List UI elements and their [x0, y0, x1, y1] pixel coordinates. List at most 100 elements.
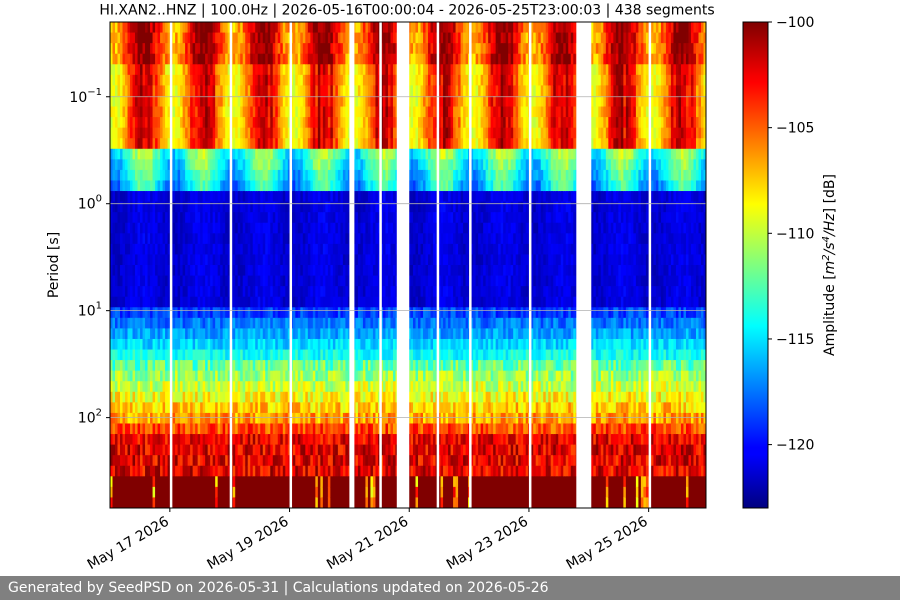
- spectrogram-cell: [180, 307, 184, 319]
- spectrogram-cell: [132, 328, 136, 340]
- spectrogram-cell: [122, 286, 126, 298]
- spectrogram-cell: [142, 117, 146, 129]
- spectrogram-cell: [157, 275, 161, 287]
- spectrogram-cell: [185, 465, 189, 477]
- spectrogram-cell: [130, 222, 134, 234]
- spectrogram-cell: [152, 74, 156, 86]
- spectrogram-cell: [162, 423, 166, 435]
- spectrogram-cell: [150, 148, 154, 160]
- spectrogram-cell: [182, 222, 186, 234]
- spectrogram-cell: [180, 412, 184, 425]
- spectrogram-cell: [115, 296, 119, 308]
- spectrogram-cell: [112, 349, 116, 361]
- spectrogram-cell: [152, 106, 156, 118]
- spectrogram-cell: [175, 391, 179, 403]
- spectrogram-cell: [127, 159, 131, 171]
- spectrogram-cell: [122, 455, 126, 467]
- spectrogram-cell: [152, 497, 156, 508]
- spectrogram-cell: [177, 265, 181, 277]
- spectrogram-cell: [190, 497, 194, 508]
- spectrogram-cell: [122, 412, 126, 425]
- spectrogram-cell: [142, 360, 146, 372]
- spectrogram-cell: [155, 95, 159, 108]
- spectrogram-cell: [137, 391, 141, 403]
- spectrogram-cell: [160, 338, 164, 351]
- spectrogram-cell: [185, 286, 189, 298]
- spectrogram-cell: [150, 95, 154, 108]
- spectrogram-cell: [115, 233, 119, 245]
- spectrogram-cell: [152, 486, 156, 499]
- spectrogram-cell: [115, 486, 119, 499]
- spectrogram-cell: [110, 423, 114, 435]
- spectrogram-cell: [137, 360, 141, 372]
- spectrogram-cell: [175, 64, 179, 76]
- spectrogram-cell: [150, 381, 154, 393]
- spectrogram-cell: [185, 74, 189, 86]
- spectrogram-cell: [120, 127, 124, 139]
- spectrogram-cell: [117, 22, 121, 34]
- spectrogram-cell: [140, 243, 144, 256]
- spectrogram-cell: [172, 138, 176, 150]
- spectrogram-cell: [120, 402, 124, 414]
- spectrogram-cell: [132, 127, 136, 139]
- spectrogram-cell: [120, 286, 124, 298]
- spectrogram-cell: [120, 497, 124, 508]
- spectrogram-cell: [150, 222, 154, 234]
- spectrogram-cell: [135, 254, 139, 266]
- spectrogram-cell: [125, 275, 129, 287]
- spectrogram-cell: [117, 127, 121, 139]
- spectrogram-cell: [187, 317, 191, 329]
- spectrogram-cell: [145, 22, 149, 34]
- spectrogram-cell: [157, 148, 161, 160]
- spectrogram-cell: [115, 222, 119, 234]
- spectrogram-cell: [110, 370, 114, 382]
- spectrogram-cell: [177, 222, 181, 234]
- spectrogram-cell: [147, 117, 151, 129]
- spectrogram-cell: [130, 412, 134, 425]
- spectrogram-cell: [142, 254, 146, 266]
- spectrogram-cell: [130, 381, 134, 393]
- spectrogram-cell: [162, 317, 166, 329]
- spectrogram-cell: [127, 201, 131, 213]
- spectrogram-cell: [120, 43, 124, 55]
- spectrogram-cell: [145, 191, 149, 203]
- spectrogram-cell: [190, 233, 194, 245]
- spectrogram-cell: [167, 169, 171, 182]
- spectrogram-cell: [167, 402, 171, 414]
- spectrogram-cell: [172, 455, 176, 467]
- spectrogram-cell: [112, 465, 116, 477]
- spectrogram-cell: [120, 233, 124, 245]
- spectrogram-cell: [165, 212, 169, 224]
- spectrogram-cell: [155, 434, 159, 446]
- spectrogram-cell: [130, 317, 134, 329]
- spectrogram-cell: [145, 159, 149, 171]
- spectrogram-cell: [125, 212, 129, 224]
- spectrogram-cell: [125, 74, 129, 86]
- spectrogram-cell: [190, 328, 194, 340]
- spectrogram-cell: [117, 412, 121, 425]
- spectrogram-cell: [180, 486, 184, 499]
- spectrogram-cell: [142, 233, 146, 245]
- spectrogram-cell: [180, 233, 184, 245]
- spectrogram-cell: [167, 159, 171, 171]
- spectrogram-cell: [152, 349, 156, 361]
- spectrogram-cell: [132, 180, 136, 192]
- spectrogram-cell: [140, 159, 144, 171]
- spectrogram-cell: [140, 328, 144, 340]
- spectrogram-cell: [115, 455, 119, 467]
- spectrogram-cell: [112, 423, 116, 435]
- spectrogram-cell: [122, 180, 126, 192]
- spectrogram-cell: [182, 180, 186, 192]
- spectrogram-cell: [165, 265, 169, 277]
- spectrogram-cell: [152, 169, 156, 182]
- spectrogram-cell: [172, 349, 176, 361]
- spectrogram-cell: [135, 391, 139, 403]
- spectrogram-cell: [165, 53, 169, 65]
- spectrogram-cell: [147, 85, 151, 97]
- spectrogram-cell: [177, 148, 181, 160]
- spectrogram-cell: [165, 476, 169, 488]
- spectrogram-cell: [120, 74, 124, 86]
- spectrogram-cell: [140, 338, 144, 351]
- spectrogram-cell: [177, 201, 181, 213]
- spectrogram-cell: [167, 275, 171, 287]
